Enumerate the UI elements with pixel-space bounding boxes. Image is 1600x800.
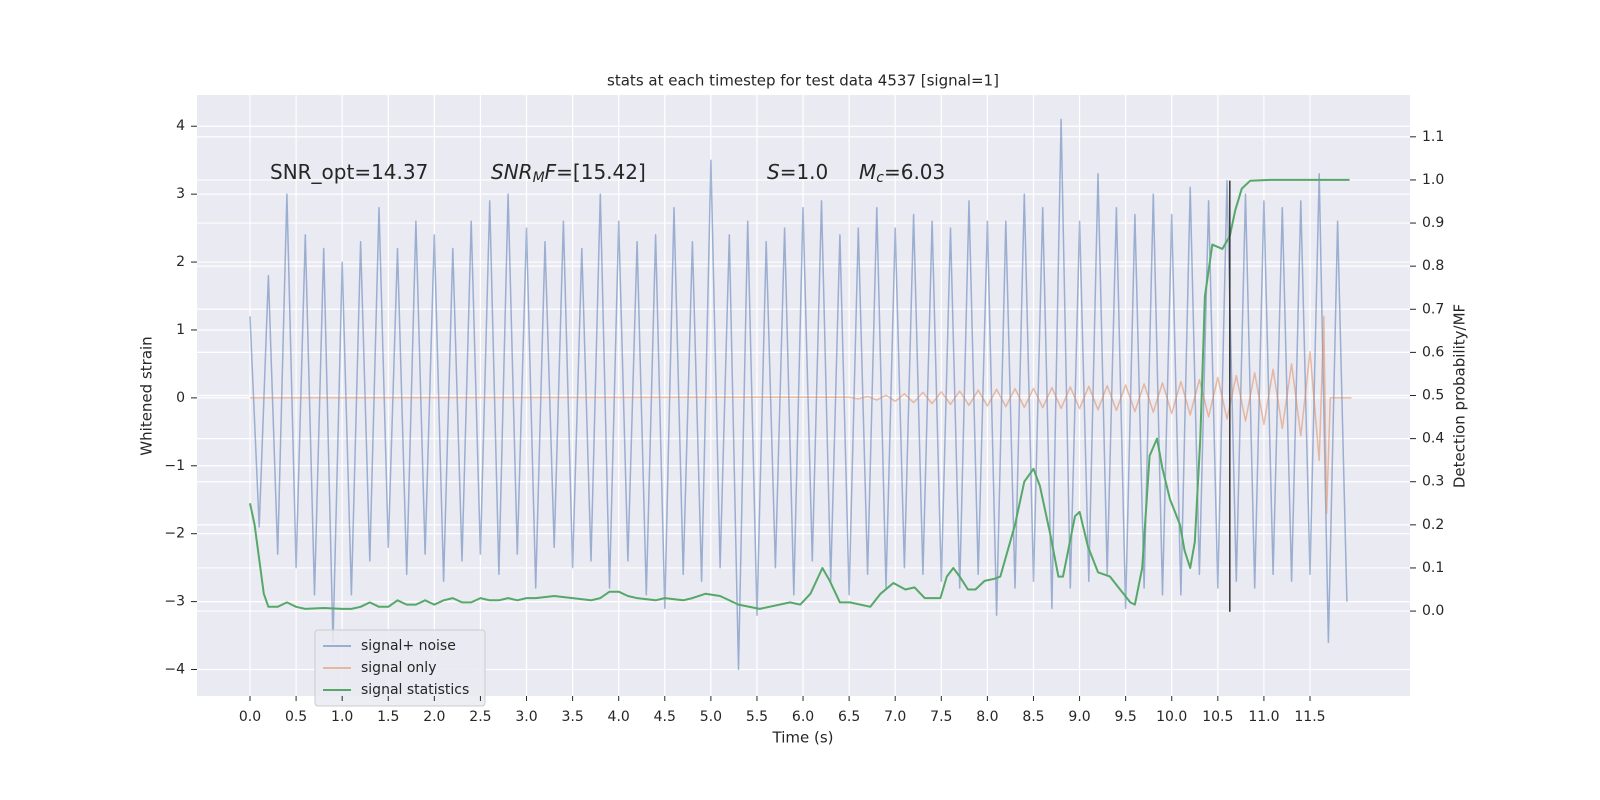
y2-tick-label: 0.7 — [1422, 301, 1444, 317]
x-tick-label: 8.0 — [976, 709, 998, 725]
annotation: SNR_opt=14.37 — [270, 160, 428, 184]
legend-box — [314, 629, 486, 707]
y2-tick-label: 0.6 — [1422, 344, 1444, 360]
y2-tick-label: 0.3 — [1422, 474, 1444, 490]
series-line — [249, 118, 1348, 671]
x-tick-label: 4.5 — [654, 709, 676, 725]
x-tick-label: 0.0 — [239, 709, 261, 725]
y2-tick-label: 0.8 — [1422, 258, 1444, 274]
y-tick-label: 2 — [176, 254, 185, 270]
annotation-part: SNR_opt=14.37 — [270, 160, 428, 184]
y2-tick-label: 0.0 — [1422, 603, 1444, 619]
x-tick-label: 4.0 — [608, 709, 630, 725]
annotation: SNRMF=[15.42] — [491, 160, 646, 187]
y2-tick-label: 0.5 — [1422, 388, 1444, 404]
x-tick-label: 1.5 — [377, 709, 399, 725]
x-tick-label: 9.5 — [1115, 709, 1137, 725]
y-tick-label: −3 — [164, 594, 185, 610]
annotation-part: SNR — [491, 160, 533, 184]
y-tick-label: −4 — [164, 662, 185, 678]
x-tick-label: 6.5 — [838, 709, 860, 725]
x-tick-label: 7.0 — [884, 709, 906, 725]
marks — [249, 118, 1352, 671]
y2-axis-label: Detection probability/MF — [1451, 304, 1469, 488]
y-tick-label: 1 — [176, 322, 185, 338]
y-tick-label: −1 — [164, 458, 185, 474]
x-tick-label: 7.5 — [930, 709, 952, 725]
series-line — [249, 178, 1350, 610]
x-tick-label: 3.0 — [515, 709, 537, 725]
y2-tick-label: 1.0 — [1422, 172, 1444, 188]
y2-tick-label: 0.1 — [1422, 560, 1444, 576]
legend: signal+ noise signal only signal statistic… — [314, 629, 486, 707]
y-tick-label: −2 — [164, 526, 185, 542]
x-tick-label: 11.0 — [1248, 709, 1279, 725]
y2-tick-label: 0.2 — [1422, 517, 1444, 533]
y-axis-label: Whitened strain — [138, 336, 156, 455]
y-tick-label: 0 — [176, 390, 185, 406]
annotation-part: F — [545, 160, 557, 184]
x-tick-label: 6.0 — [792, 709, 814, 725]
annotation-part: M — [859, 160, 876, 184]
y-tick-label: 4 — [176, 118, 185, 134]
annotation-part: c — [876, 170, 884, 186]
annotations: SNR_opt=14.37 SNRMF=[15.42] S=1.0 Mc=6.03 — [270, 160, 945, 187]
x-tick-label: 9.0 — [1068, 709, 1090, 725]
chart-title: stats at each timestep for test data 453… — [607, 72, 999, 90]
x-tick-label: 5.0 — [700, 709, 722, 725]
x-tick-label: 0.5 — [285, 709, 307, 725]
annotation-part: M — [533, 170, 545, 186]
y2-tick-label: 0.4 — [1422, 431, 1444, 447]
annotation-part: =[15.42] — [556, 160, 646, 184]
x-tick-label: 11.5 — [1294, 709, 1325, 725]
x-tick-label: 2.5 — [469, 709, 491, 725]
legend-label: signal+ noise — [361, 638, 456, 654]
y-tick-label: 3 — [176, 186, 185, 202]
series-line — [249, 315, 1352, 515]
x-tick-label: 1.0 — [331, 709, 353, 725]
legend-label: signal only — [361, 660, 436, 676]
legend-label: signal statistics — [361, 682, 469, 698]
y2-tick-label: 1.1 — [1422, 129, 1444, 145]
annotation-part: S — [767, 160, 780, 184]
annotation: Mc=6.03 — [859, 160, 945, 187]
x-axis-label: Time (s) — [772, 729, 834, 747]
x-tick-label: 10.0 — [1156, 709, 1187, 725]
y2-tick-label: 0.9 — [1422, 215, 1444, 231]
x-tick-label: 3.5 — [561, 709, 583, 725]
annotation: S=1.0 — [767, 160, 828, 184]
annotation-part: =1.0 — [780, 160, 829, 184]
x-tick-label: 10.5 — [1202, 709, 1233, 725]
x-tick-label: 2.0 — [423, 709, 445, 725]
x-tick-label: 5.5 — [746, 709, 768, 725]
annotation-part: =6.03 — [884, 160, 945, 184]
x-tick-label: 8.5 — [1022, 709, 1044, 725]
